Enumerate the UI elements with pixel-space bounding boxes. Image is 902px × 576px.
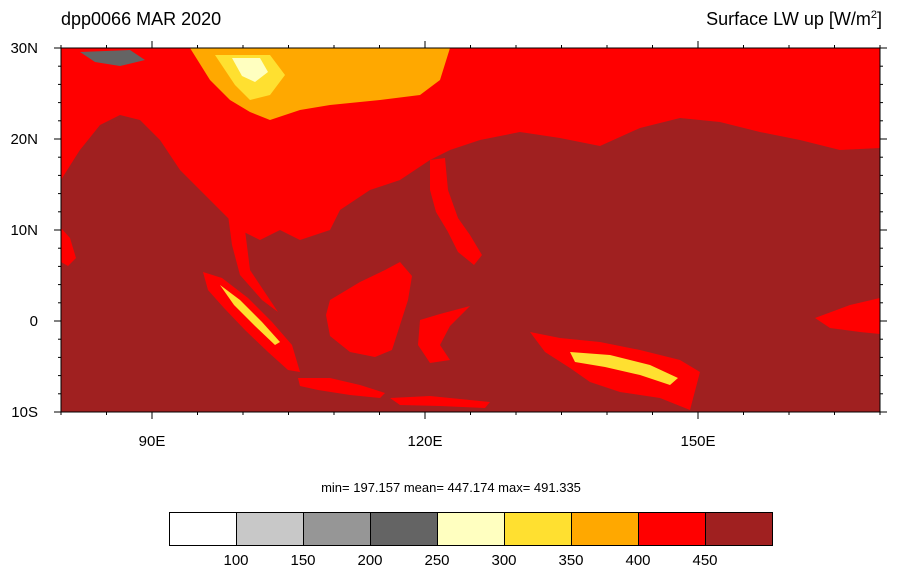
map-plot	[54, 41, 887, 419]
title-right-prefix: Surface LW up [W/m	[706, 9, 871, 29]
lat-label-10n: 10N	[10, 222, 38, 239]
colorbar-label-6: 400	[625, 552, 651, 569]
grey-peaks	[80, 50, 145, 66]
equatorial-tongue	[815, 298, 880, 334]
plot-title-right: Surface LW up [W/m2]	[706, 9, 882, 30]
colorbar	[169, 512, 773, 546]
title-right-sup: 2	[870, 9, 877, 21]
colorbar-label-2: 200	[357, 552, 383, 569]
colorbar-swatch-1	[237, 513, 304, 545]
lesser-sunda	[390, 396, 490, 408]
lat-label-10s: 10S	[11, 404, 38, 421]
title-right-suffix: ]	[876, 9, 882, 29]
colorbar-swatch-2	[304, 513, 371, 545]
colorbar-swatch-4	[438, 513, 505, 545]
highland-snow	[232, 58, 268, 82]
philippines	[430, 158, 482, 265]
borneo	[326, 262, 412, 357]
colorbar-swatch-3	[371, 513, 438, 545]
plot-title-left: dpp0066 MAR 2020	[61, 9, 222, 29]
sri-lanka	[61, 228, 76, 266]
colorbar-swatch-0	[170, 513, 237, 545]
sulawesi	[418, 306, 470, 363]
colorbar-label-3: 250	[424, 552, 450, 569]
new-guinea-highlands	[570, 352, 678, 385]
lon-label-90e: 90E	[138, 433, 166, 450]
colorbar-swatch-7	[639, 513, 706, 545]
lon-label-150e: 150E	[680, 433, 716, 450]
new-guinea	[530, 332, 700, 410]
colorbar-swatch-6	[572, 513, 639, 545]
colorbar-label-1: 150	[290, 552, 316, 569]
malay-peninsula	[180, 100, 330, 312]
colorbar-label-7: 450	[692, 552, 718, 569]
lon-label-120e: 120E	[407, 433, 443, 450]
sumatra-highlands	[220, 285, 280, 345]
colorbar-swatch-5	[505, 513, 572, 545]
axis-ticks	[54, 41, 887, 419]
stats-line: min= 197.157 mean= 447.174 max= 491.335	[321, 480, 581, 495]
taiwan	[430, 88, 442, 115]
lat-label-30n: 30N	[10, 40, 38, 57]
java	[298, 378, 385, 398]
colorbar-swatch-8	[706, 513, 772, 545]
colorbar-label-0: 100	[223, 552, 249, 569]
bay-of-bengal	[61, 120, 185, 270]
lat-label-20n: 20N	[10, 131, 38, 148]
colorbar-label-5: 350	[558, 552, 584, 569]
colorbar-label-4: 300	[491, 552, 517, 569]
lat-label-0: 0	[29, 313, 38, 330]
